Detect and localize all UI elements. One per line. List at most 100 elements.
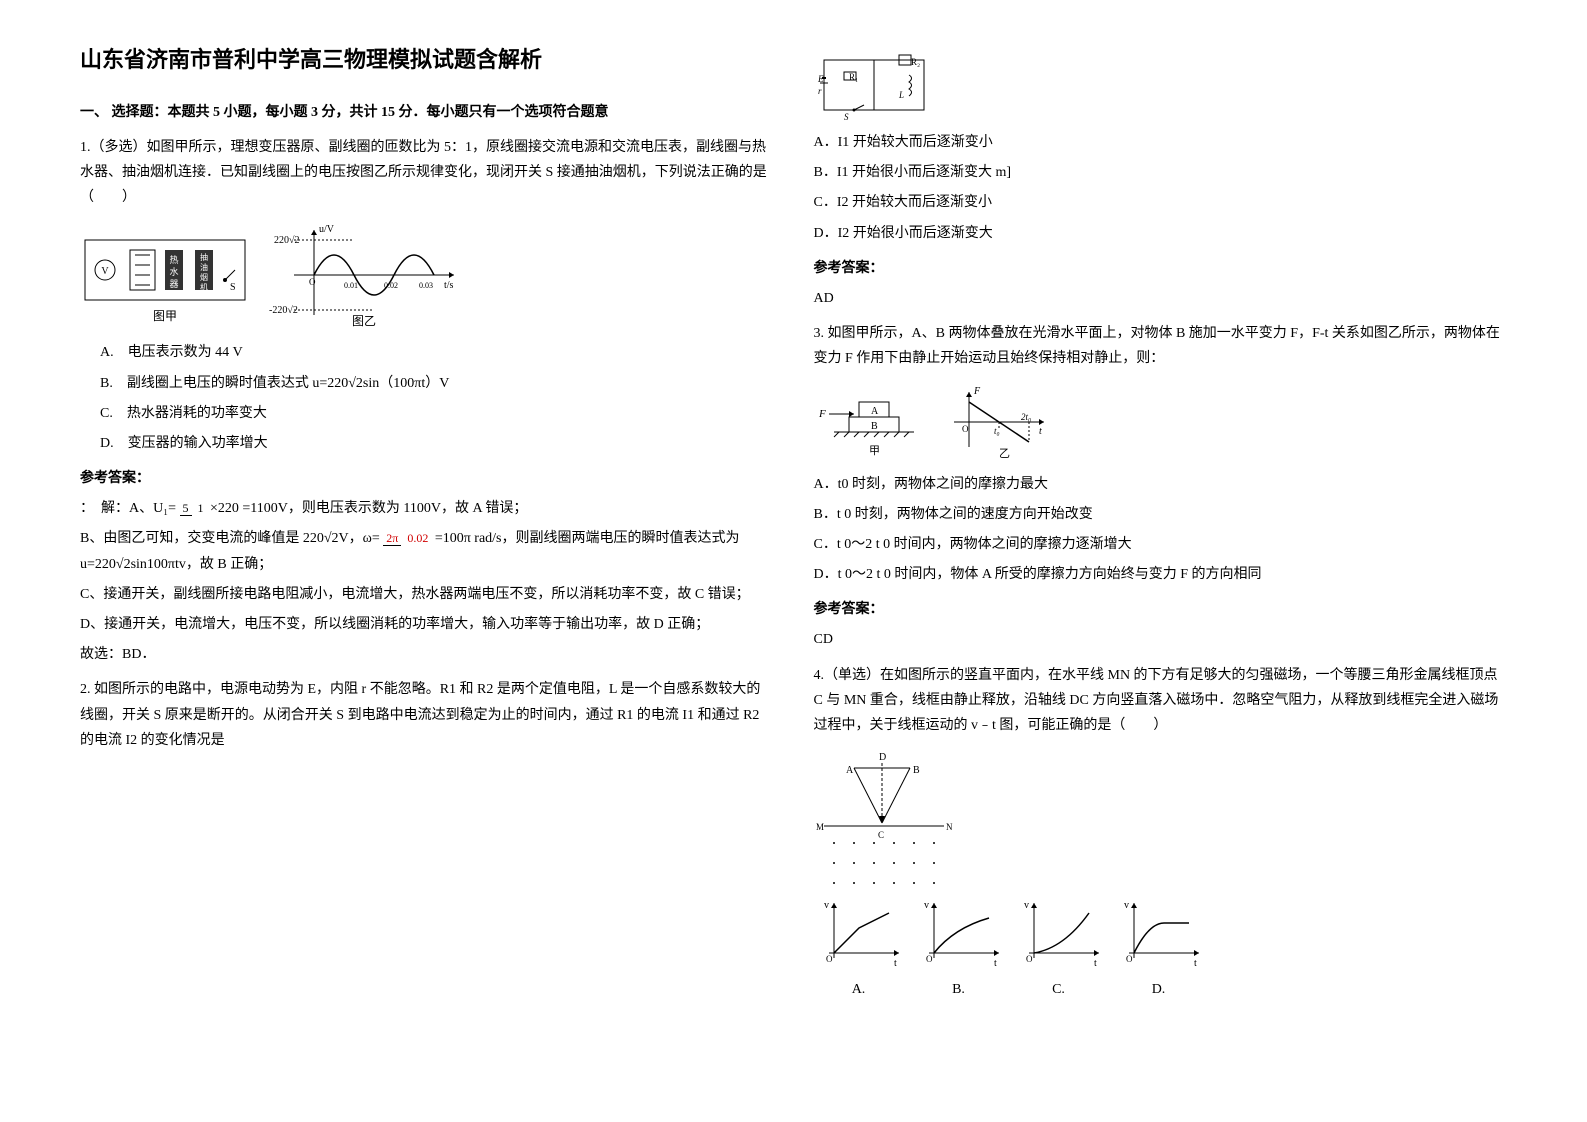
svg-text:A: A [871,406,879,417]
q3-option-c: C．t 0～2 t 0 时间内，两物体之间的摩擦力逐渐增大 [814,532,1508,557]
q3-option-a: A．t0 时刻，两物体之间的摩擦力最大 [814,472,1508,497]
svg-text:乙: 乙 [999,447,1010,460]
svg-text:v: v [924,900,929,911]
question-1-text: 1.（多选）如图甲所示，理想变压器原、副线圈的匝数比为 5：1，原线圈接交流电源… [80,135,774,211]
q3-figure: F A B 甲 F t [814,382,1508,462]
svg-text:水: 水 [169,266,178,277]
svg-text:220√2: 220√2 [274,235,300,246]
transformer-diagram: V 热 水 器 抽 油 烟 机 S 图甲 [80,220,260,330]
svg-text:v: v [1124,900,1129,911]
vt-graph-b: v t O B. [914,898,1004,1002]
svg-text:2t₀: 2t₀ [1021,412,1031,422]
q2-answer: AD [814,286,1508,311]
svg-text:烟: 烟 [200,273,208,282]
left-column: 山东省济南市普利中学高三物理模拟试题含解析 一、 选择题：本题共 5 小题，每小… [80,40,774,1013]
svg-text:S: S [230,282,236,293]
vt-graph-a: v t O A. [814,898,904,1002]
fraction-2: 2π 0.02 [383,528,431,550]
svg-text:器: 器 [169,279,178,289]
svg-text:t₀: t₀ [994,426,1000,436]
q3-option-b: B．t 0 时刻，两物体之间的速度方向开始改变 [814,502,1508,527]
vt-label-b: B. [914,977,1004,1002]
triangle-magnetic: D A B M N C [814,748,954,888]
q1-option-b: B. 副线圈上电压的瞬时值表达式 u=220√2sin（100πt）V [100,371,774,396]
svg-text:-220√2: -220√2 [269,305,298,316]
q1-option-c: C. 热水器消耗的功率变大 [100,401,774,426]
svg-text:D: D [879,752,886,763]
vt-label-a: A. [814,977,904,1002]
q2-answer-label: 参考答案： [814,256,1508,281]
svg-text:t/s: t/s [444,280,454,291]
svg-text:t: t [1194,958,1197,968]
svg-text:t: t [994,958,997,968]
q1-solution-e: 故选：BD． [80,642,774,667]
figure-transformer: V 热 水 器 抽 油 烟 机 S 图甲 [80,220,774,330]
svg-text:t: t [1039,426,1042,437]
blocks-ft-diagram: F A B 甲 F t [814,382,1054,462]
circuit-figure: R₂ R₁ E r L S [814,50,1508,120]
svg-text:R₂: R₂ [911,57,920,67]
question-4-text: 4.（单选）在如图所示的竖直平面内，在水平线 MN 的下方有足够大的匀强磁场，一… [814,663,1508,739]
svg-text:v: v [824,900,829,911]
vt-graph-d: v t O D. [1114,898,1204,1002]
sol-a-text-2: =1100V，则电压表示数为 1100V，故 A 错误； [242,501,527,516]
q1-solution-b: B、由图乙可知，交变电流的峰值是 220√2V，ω= 2π 0.02 =100π… [80,526,774,576]
vt-label-c: C. [1014,977,1104,1002]
question-3-text: 3. 如图甲所示，A、B 两物体叠放在光滑水平面上，对物体 B 施加一水平变力 … [814,321,1508,371]
question-2: 2. 如图所示的电路中，电源电动势为 E，内阻 r 不能忽略。R1 和 R2 是… [80,677,774,753]
q3-answer-label: 参考答案： [814,597,1508,622]
svg-text:V: V [101,266,109,277]
sol-b-text-1: B、由图乙可知，交变电流的峰值是 220√2V，ω= [80,531,380,546]
q2-option-a: A．I1 开始较大而后逐渐变小 [814,130,1508,155]
svg-text:r: r [818,86,822,96]
vt-label-d: D. [1114,977,1204,1002]
svg-text:甲: 甲 [869,445,880,457]
right-column: R₂ R₁ E r L S A．I1 开始较大而后逐渐变小 B．I1 开始很小而… [814,40,1508,1013]
svg-text:O: O [1126,954,1133,964]
q1-answer-label: 参考答案： [80,466,774,491]
svg-text:O: O [1026,954,1033,964]
svg-text:机: 机 [200,282,208,292]
circuit-diagram: R₂ R₁ E r L S [814,50,934,120]
question-4: 4.（单选）在如图所示的竖直平面内，在水平线 MN 的下方有足够大的匀强磁场，一… [814,663,1508,1003]
svg-text:抽: 抽 [200,252,208,262]
svg-text:B: B [913,765,920,776]
svg-text:图甲: 图甲 [153,309,177,323]
svg-text:油: 油 [200,262,208,272]
vt-graph-c: v t O C. [1014,898,1104,1002]
q3-answer: CD [814,627,1508,652]
q2-option-d: D．I2 开始很小而后逐渐变大 [814,221,1508,246]
q1-solution-a: ： 解：A、U₁= 5 1 ×220 =1100V，则电压表示数为 1100V，… [80,496,774,521]
voltage-waveform: 220√2 -220√2 u/V t/s O 0.01 0.02 0.03 图乙 [264,220,464,330]
svg-text:u/V: u/V [319,224,335,235]
svg-text:L: L [898,90,904,100]
q1-option-d: D. 变压器的输入功率增大 [100,431,774,456]
svg-text:0.03: 0.03 [419,281,433,290]
svg-text:F: F [818,408,826,420]
fraction-1: 5 1 [180,498,207,520]
q2-option-c: C．I2 开始较大而后逐渐变小 [814,190,1508,215]
svg-text:v: v [1024,900,1029,911]
svg-text:M: M [816,822,824,832]
q1-option-a: A. 电压表示数为 44 V [100,340,774,365]
question-2-text: 2. 如图所示的电路中，电源电动势为 E，内阻 r 不能忽略。R1 和 R2 是… [80,677,774,753]
svg-text:C: C [878,830,884,840]
q4-triangle-figure: D A B M N C [814,748,1508,888]
question-1: 1.（多选）如图甲所示，理想变压器原、副线圈的匝数比为 5：1，原线圈接交流电源… [80,135,774,456]
q3-option-d: D．t 0～2 t 0 时间内，物体 A 所受的摩擦力方向始终与变力 F 的方向… [814,562,1508,587]
svg-text:B: B [871,421,878,432]
svg-text:O: O [962,424,969,434]
svg-text:t: t [894,958,897,968]
q1-solution-c: C、接通开关，副线圈所接电路电阻减小，电流增大，热水器两端电压不变，所以消耗功率… [80,582,774,607]
svg-text:O: O [926,954,933,964]
section-1-header: 一、 选择题：本题共 5 小题，每小题 3 分，共计 15 分．每小题只有一个选… [80,100,774,125]
svg-text:0.01: 0.01 [344,281,358,290]
q2-option-b: B．I1 开始很小而后逐渐变大 m] [814,160,1508,185]
svg-text:热: 热 [169,254,178,265]
document-title: 山东省济南市普利中学高三物理模拟试题含解析 [80,40,774,80]
svg-text:O: O [309,277,316,287]
svg-text:S: S [844,112,849,120]
svg-text:图乙: 图乙 [351,314,375,328]
vt-graphs-row: v t O A. v t O B. [814,898,1508,1002]
frac1-mult: ×220 [210,501,239,516]
